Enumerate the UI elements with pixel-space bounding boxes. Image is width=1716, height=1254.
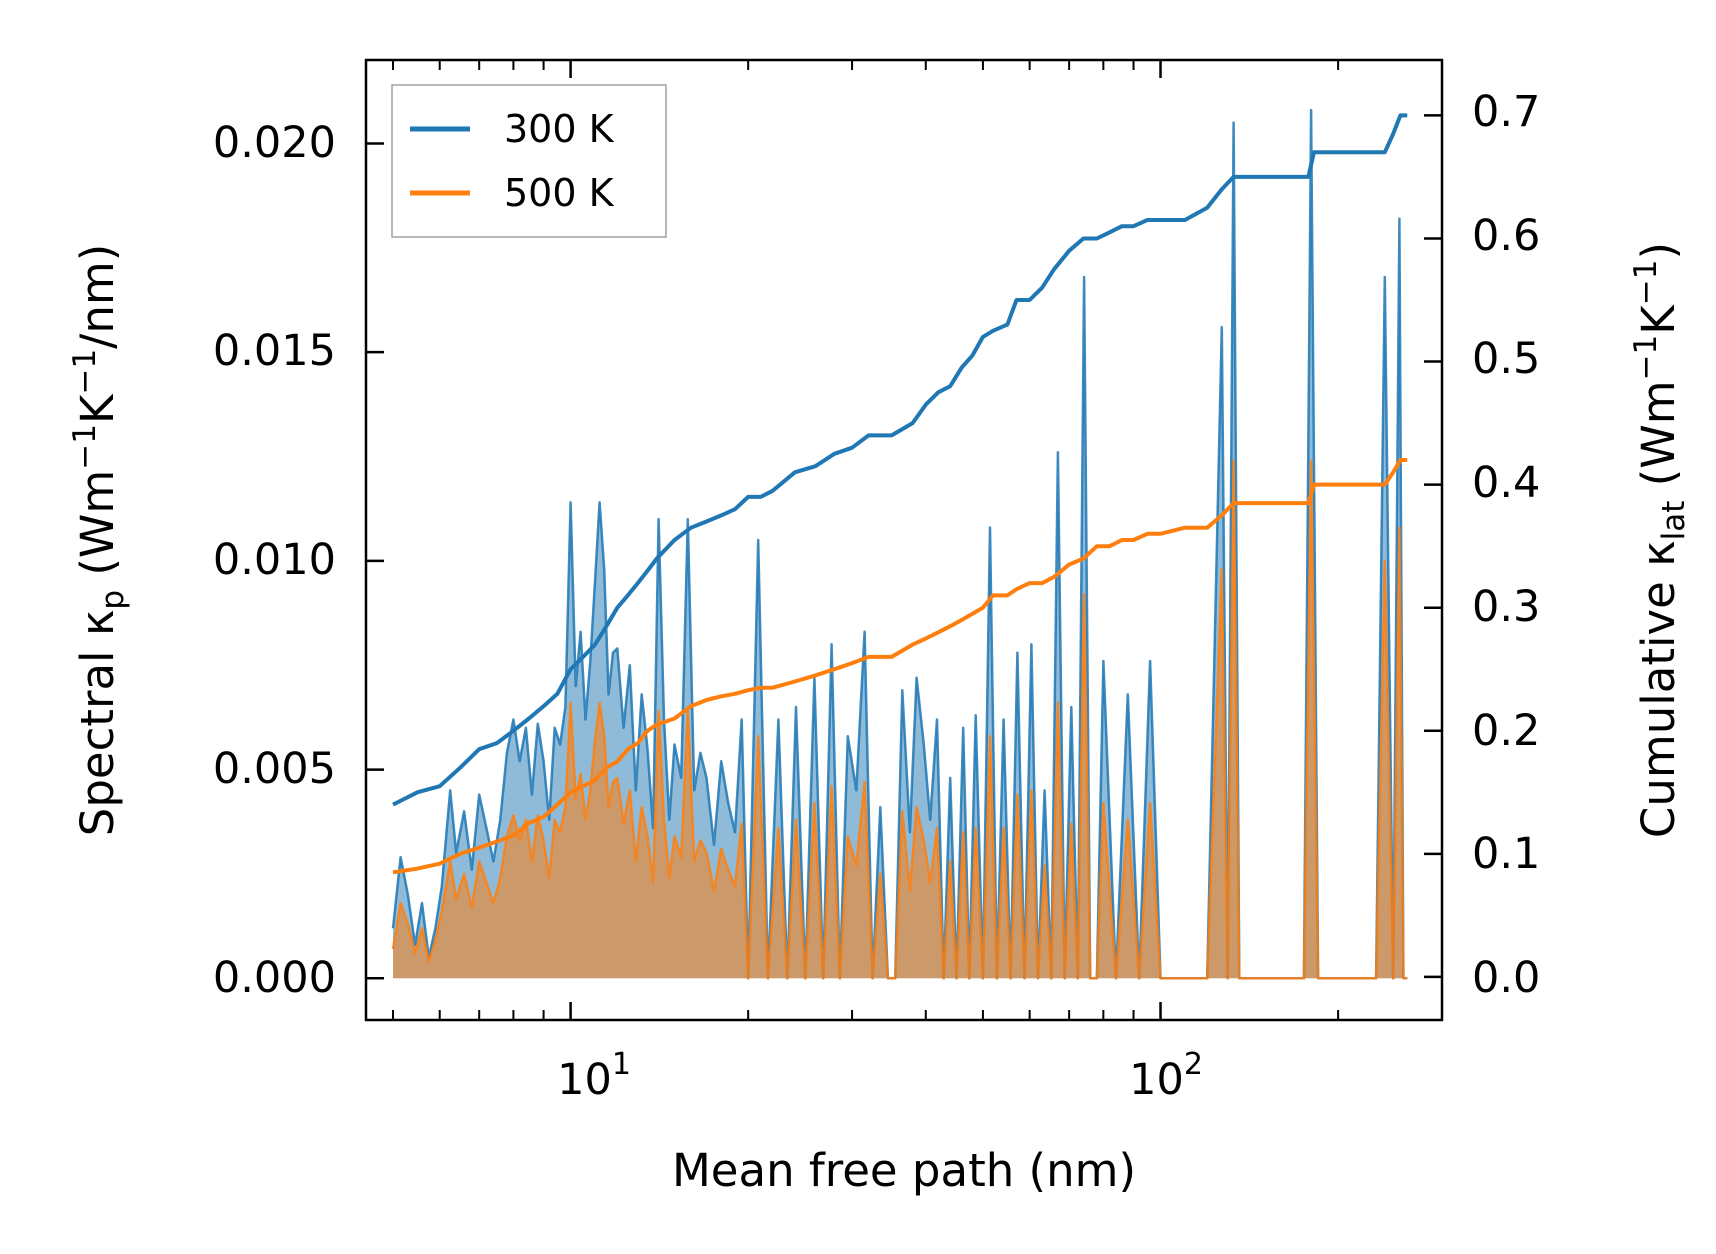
y-left-tick-label-4: 0.020	[213, 118, 336, 168]
legend-box	[391, 84, 667, 238]
y-right-tick-label-7: 0.7	[1472, 87, 1540, 137]
legend: 300 K 500 K	[391, 84, 667, 238]
cumulative-lines	[392, 113, 1408, 875]
spectral-line-500k	[391, 459, 1408, 980]
y-left-axis-title: Spectral κp (Wm−1K−1/nm)	[67, 244, 131, 837]
plot-area	[391, 108, 1408, 980]
y-right-tick-label-2: 0.2	[1472, 706, 1540, 756]
x-tick-label-100: 102	[1129, 1047, 1203, 1105]
spectral-fill-300k	[393, 110, 1408, 979]
spectral-fills	[393, 110, 1408, 979]
cumulative-line-500k	[392, 458, 1408, 875]
axes	[364, 58, 1444, 1022]
y-left-tick-label-2: 0.010	[213, 535, 336, 585]
legend-label-300k: 300 K	[504, 107, 615, 151]
y-right-tick-label-6: 0.6	[1472, 211, 1540, 261]
cumulative-line-300k	[392, 113, 1408, 807]
y-left-ticks	[366, 142, 384, 980]
y-right-tick-label-3: 0.3	[1472, 582, 1540, 632]
legend-label-500k: 500 K	[504, 171, 615, 215]
x-axis-title: Mean free path (nm)	[672, 1144, 1136, 1197]
plot-frame	[364, 58, 1444, 1022]
y-left-tick-label-0: 0.000	[213, 953, 336, 1003]
y-right-tick-label-1: 0.1	[1472, 829, 1540, 879]
y-right-tick-label-0: 0.0	[1472, 953, 1540, 1003]
x-ticks	[391, 60, 1443, 1020]
spectral-lines	[391, 108, 1408, 980]
y-left-tick-label-3: 0.015	[213, 326, 336, 376]
y-right-tick-label-5: 0.5	[1472, 334, 1540, 384]
y-right-tick-label-4: 0.4	[1472, 458, 1540, 508]
x-tick-label-10: 101	[557, 1047, 631, 1105]
y-left-tick-label-1: 0.005	[213, 744, 336, 794]
spectral-fill-500k	[393, 460, 1408, 979]
y-right-ticks	[1424, 114, 1442, 979]
y-right-axis-title: Cumulative κlat (Wm−1K−1)	[1628, 242, 1692, 838]
